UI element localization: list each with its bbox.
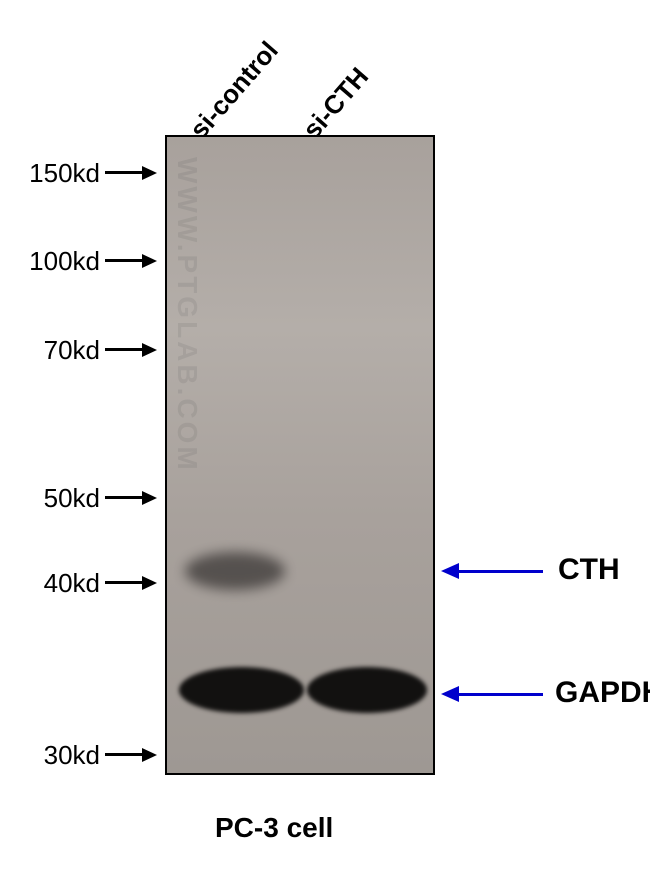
mw-arrow bbox=[105, 582, 155, 584]
mw-arrow bbox=[105, 349, 155, 351]
blot-band bbox=[307, 667, 427, 713]
mw-label-100: 100kd bbox=[10, 246, 100, 277]
mw-arrow bbox=[105, 497, 155, 499]
blot-band bbox=[179, 667, 304, 713]
mw-arrow bbox=[105, 172, 155, 174]
target-arrow-cth bbox=[443, 570, 543, 573]
mw-label-30: 30kd bbox=[10, 740, 100, 771]
western-blot: WWW.PTGLAB.COM bbox=[165, 135, 435, 775]
figure-caption: PC-3 cell bbox=[215, 812, 333, 844]
blot-band bbox=[185, 552, 285, 590]
mw-arrow bbox=[105, 260, 155, 262]
lane-label: si-control bbox=[184, 35, 285, 145]
figure-container: si-control si-CTH 150kd 100kd 70kd 50kd … bbox=[0, 0, 650, 872]
target-label-cth: CTH bbox=[558, 553, 620, 587]
watermark: WWW.PTGLAB.COM bbox=[171, 157, 203, 473]
mw-label-70: 70kd bbox=[10, 335, 100, 366]
target-arrow-gapdh bbox=[443, 693, 543, 696]
mw-label-40: 40kd bbox=[10, 568, 100, 599]
lane-label: si-CTH bbox=[297, 61, 375, 145]
mw-arrow bbox=[105, 754, 155, 756]
mw-label-150: 150kd bbox=[10, 158, 100, 189]
target-label-gapdh: GAPDH bbox=[555, 676, 650, 710]
mw-label-50: 50kd bbox=[10, 483, 100, 514]
